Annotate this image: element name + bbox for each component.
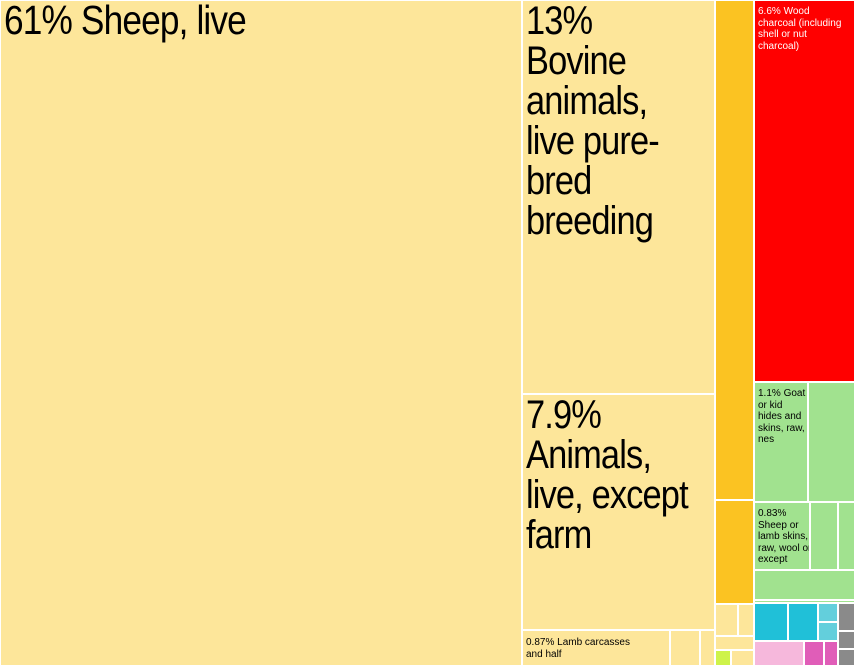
cell-sheep-live[interactable]: 61% Sheep, live — [0, 0, 522, 666]
cell-animal-small-1[interactable] — [670, 630, 700, 666]
cell-hides-5[interactable] — [754, 570, 855, 600]
cell-animals-except-farm[interactable]: 7.9% Animals, live, except farm — [522, 394, 715, 630]
cell-other-gray-1[interactable] — [838, 603, 855, 631]
cell-label-sheep-live: 61% Sheep, live — [4, 0, 247, 43]
cell-other-gray-2[interactable] — [838, 631, 855, 649]
cell-other-pink-1[interactable] — [804, 641, 824, 666]
cell-sheep-skins[interactable]: 0.83% Sheep or lamb skins, raw, wool on,… — [754, 502, 810, 570]
cell-label-sheep-skins: 0.83% Sheep or lamb skins, raw, wool on,… — [758, 508, 809, 565]
cell-hides-4[interactable] — [838, 502, 855, 570]
cell-other-pink-2[interactable] — [824, 641, 838, 666]
cell-goat-hides[interactable]: 1.1% Goat or kid hides and skins, raw, n… — [754, 382, 808, 502]
cell-animal-dark-2[interactable] — [715, 500, 754, 604]
cell-animal-light-4[interactable] — [738, 604, 754, 636]
cell-animal-light-5[interactable] — [715, 636, 754, 650]
cell-lime-1[interactable] — [715, 650, 731, 666]
cell-other-lightpink-1[interactable] — [754, 641, 804, 666]
cell-animal-dark-1[interactable] — [715, 0, 754, 500]
cell-label-wood-charcoal: 6.6% Wood charcoal (including shell or n… — [758, 6, 842, 52]
cell-label-lamb-carcasses: 0.87% Lamb carcasses and half — [526, 637, 630, 660]
cell-lime-2[interactable] — [731, 650, 754, 666]
cell-other-cyan-2[interactable] — [788, 603, 818, 641]
cell-label-bovine-breeding: 13% Bovine animals, live pure-bred breed… — [526, 0, 660, 243]
cell-animal-light-3[interactable] — [715, 604, 738, 636]
cell-animal-small-2[interactable] — [700, 630, 715, 666]
cell-hides-3[interactable] — [810, 502, 838, 570]
cell-hides-2[interactable] — [808, 382, 855, 502]
cell-wood-charcoal[interactable]: 6.6% Wood charcoal (including shell or n… — [754, 0, 855, 382]
cell-label-goat-hides: 1.1% Goat or kid hides and skins, raw, n… — [758, 388, 806, 445]
cell-lamb-carcasses[interactable]: 0.87% Lamb carcasses and half — [522, 630, 670, 666]
cell-other-gray-3[interactable] — [838, 649, 855, 666]
cell-other-teal-1[interactable] — [818, 603, 838, 622]
cell-label-animals-except-farm: 7.9% Animals, live, except farm — [526, 394, 689, 557]
cell-other-cyan-1[interactable] — [754, 603, 788, 641]
cell-other-teal-2[interactable] — [818, 622, 838, 641]
cell-bovine-breeding[interactable]: 13% Bovine animals, live pure-bred breed… — [522, 0, 715, 394]
